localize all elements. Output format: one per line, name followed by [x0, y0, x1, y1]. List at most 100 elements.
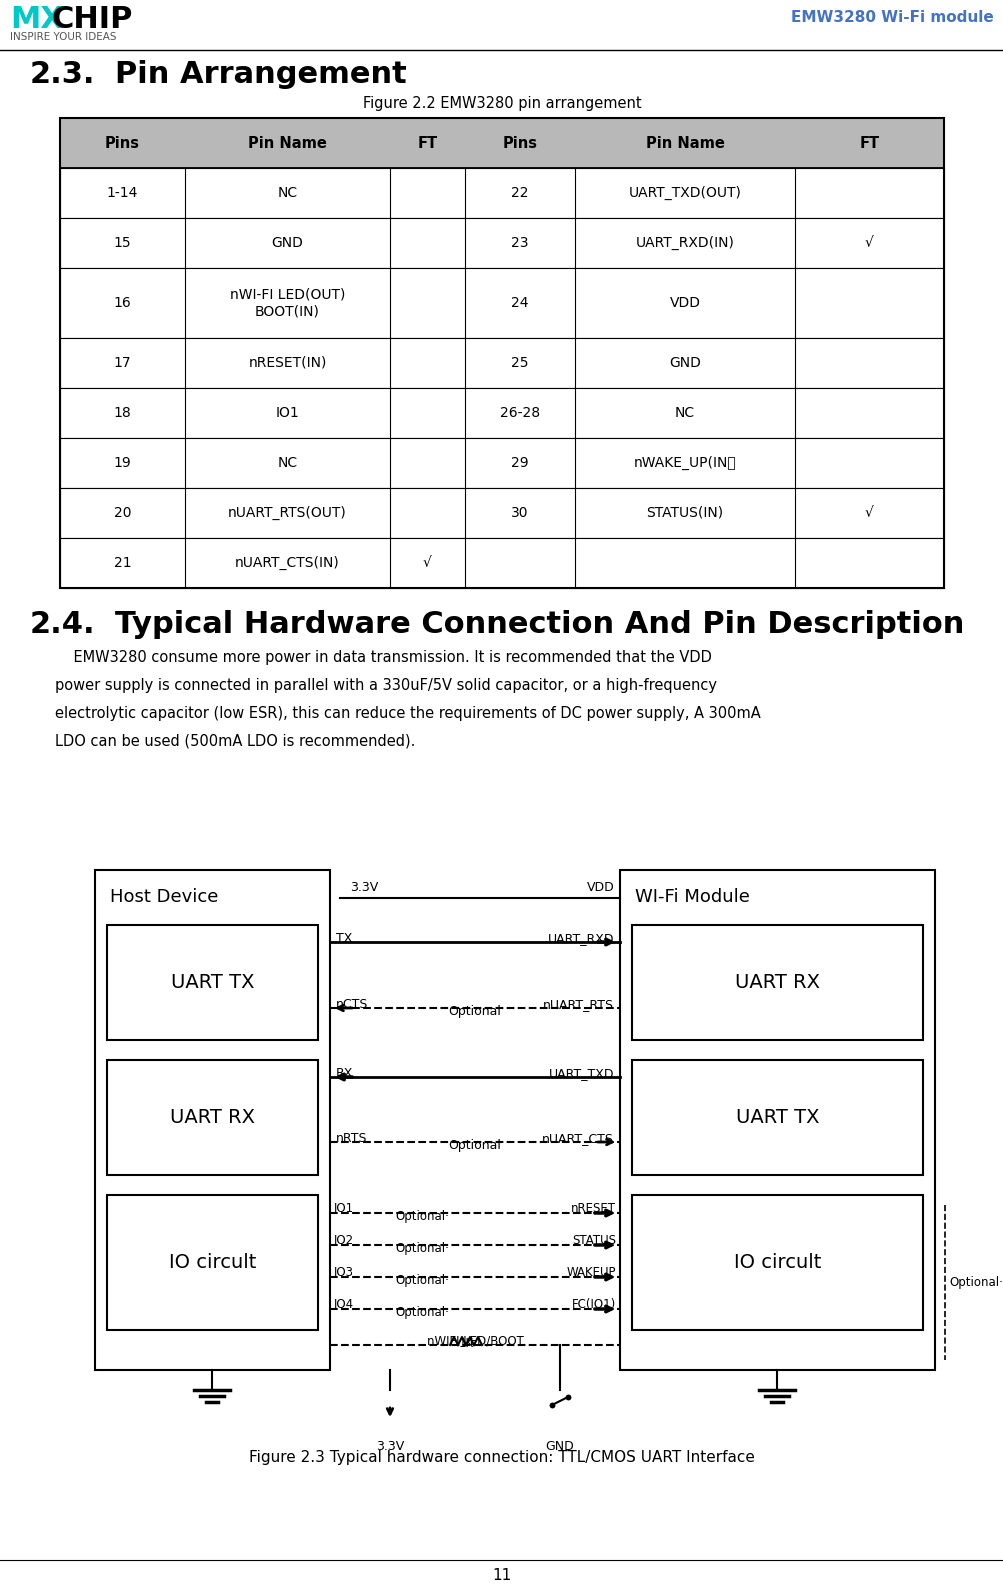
Text: Pins: Pins: [105, 136, 139, 150]
Text: UART_RXD: UART_RXD: [547, 931, 614, 946]
Text: power supply is connected in parallel with a 330uF/5V solid capacitor, or a high: power supply is connected in parallel wi…: [55, 678, 716, 694]
Bar: [60, 219, 943, 268]
Text: 1-14: 1-14: [106, 185, 138, 200]
Text: VDD: VDD: [669, 296, 700, 310]
Text: MX: MX: [10, 5, 64, 33]
Text: STATUS: STATUS: [572, 1234, 616, 1247]
Text: Pin Name: Pin Name: [645, 136, 724, 150]
Text: FT: FT: [859, 136, 879, 150]
Text: RX: RX: [336, 1068, 353, 1080]
Text: √: √: [865, 236, 873, 250]
Text: 3.3V: 3.3V: [375, 1440, 404, 1453]
Text: Optional: Optional: [448, 1004, 500, 1019]
Text: TX: TX: [336, 931, 352, 946]
Text: Optional·: Optional·: [948, 1277, 1002, 1289]
Text: √: √: [422, 556, 431, 570]
Text: FT: FT: [417, 136, 437, 150]
Text: Typical Hardware Connection And Pin Description: Typical Hardware Connection And Pin Desc…: [115, 610, 964, 638]
Text: IO circult: IO circult: [733, 1253, 820, 1272]
Bar: [60, 439, 943, 488]
Text: IO circult: IO circult: [169, 1253, 256, 1272]
Text: IO3: IO3: [334, 1266, 354, 1278]
Text: 24: 24: [511, 296, 529, 310]
Text: 29: 29: [511, 456, 529, 470]
Text: 2.3.: 2.3.: [30, 60, 95, 89]
Text: nRESET(IN): nRESET(IN): [248, 356, 326, 371]
Text: UART TX: UART TX: [171, 973, 254, 992]
Text: GND: GND: [545, 1440, 574, 1453]
Bar: [60, 117, 943, 168]
Text: UART_TXD: UART_TXD: [548, 1068, 614, 1080]
Text: Host Device: Host Device: [110, 889, 219, 906]
Text: NC: NC: [277, 185, 297, 200]
Text: Pin Arrangement: Pin Arrangement: [115, 60, 406, 89]
Text: 11: 11: [491, 1568, 512, 1582]
Text: 15: 15: [113, 236, 131, 250]
Text: nRESET: nRESET: [571, 1202, 616, 1215]
Text: 1K: 1K: [458, 1337, 473, 1350]
Text: VDD: VDD: [587, 881, 615, 893]
Text: Optional: Optional: [448, 1139, 500, 1152]
Text: 22: 22: [511, 185, 529, 200]
Bar: [631, 1194, 922, 1331]
Text: 30: 30: [511, 505, 529, 520]
Text: nUART_CTS(IN): nUART_CTS(IN): [235, 556, 340, 570]
Bar: [107, 1194, 318, 1331]
Text: 17: 17: [113, 356, 131, 371]
Bar: [631, 925, 922, 1041]
Text: UART RX: UART RX: [170, 1107, 255, 1126]
Bar: [60, 168, 943, 219]
Text: nWIFI LED/BOOT: nWIFI LED/BOOT: [426, 1335, 523, 1348]
Text: IO4: IO4: [334, 1297, 354, 1312]
Text: 18: 18: [113, 406, 131, 420]
Bar: [60, 488, 943, 539]
Bar: [60, 268, 943, 337]
Text: EMW3280 Wi-Fi module: EMW3280 Wi-Fi module: [790, 10, 993, 25]
Bar: [95, 870, 330, 1370]
Text: nUART_CTS: nUART_CTS: [542, 1133, 614, 1145]
Text: 26-28: 26-28: [499, 406, 540, 420]
Text: Figure 2.2 EMW3280 pin arrangement: Figure 2.2 EMW3280 pin arrangement: [362, 97, 641, 111]
Text: CHIP: CHIP: [52, 5, 133, 33]
Text: LDO can be used (500mA LDO is recommended).: LDO can be used (500mA LDO is recommende…: [55, 733, 415, 749]
Text: IO1: IO1: [334, 1202, 354, 1215]
Bar: [60, 337, 943, 388]
Text: nRTS: nRTS: [336, 1133, 367, 1145]
Text: FC(IO1): FC(IO1): [571, 1297, 616, 1312]
Text: nCTS: nCTS: [336, 998, 368, 1011]
Text: WI-Fi Module: WI-Fi Module: [634, 889, 749, 906]
Text: 19: 19: [113, 456, 131, 470]
Text: nUART_RTS(OUT): nUART_RTS(OUT): [228, 505, 346, 520]
Bar: [60, 539, 943, 588]
Text: EMW3280 consume more power in data transmission. It is recommended that the VDD: EMW3280 consume more power in data trans…: [55, 649, 711, 665]
Text: UART RX: UART RX: [734, 973, 819, 992]
Bar: [620, 870, 934, 1370]
Bar: [60, 117, 943, 588]
Text: Optional·: Optional·: [394, 1210, 448, 1223]
Text: STATUS(IN): STATUS(IN): [646, 505, 723, 520]
Text: IO2: IO2: [334, 1234, 354, 1247]
Text: NC: NC: [277, 456, 297, 470]
Text: UART_RXD(IN): UART_RXD(IN): [635, 236, 734, 250]
Text: Figure 2.3 Typical hardware connection: TTL/CMOS UART Interface: Figure 2.3 Typical hardware connection: …: [249, 1449, 754, 1465]
Text: Optional·: Optional·: [394, 1242, 448, 1255]
Bar: [107, 1060, 318, 1175]
Text: nUART_RTS: nUART_RTS: [543, 998, 614, 1011]
Text: 23: 23: [511, 236, 529, 250]
Text: Optional·: Optional·: [394, 1274, 448, 1286]
Bar: [107, 925, 318, 1041]
Bar: [631, 1060, 922, 1175]
Text: 16: 16: [113, 296, 131, 310]
Text: 2.4.: 2.4.: [30, 610, 95, 638]
Text: NC: NC: [674, 406, 694, 420]
Text: WAKEUP: WAKEUP: [566, 1266, 616, 1278]
Text: 3.3V: 3.3V: [350, 881, 378, 893]
Text: GND: GND: [668, 356, 700, 371]
Text: Optional·: Optional·: [394, 1305, 448, 1319]
Text: 21: 21: [113, 556, 131, 570]
Text: electrolytic capacitor (low ESR), this can reduce the requirements of DC power s: electrolytic capacitor (low ESR), this c…: [55, 706, 760, 721]
Bar: [60, 388, 943, 439]
Text: Pin Name: Pin Name: [248, 136, 327, 150]
Text: INSPIRE YOUR IDEAS: INSPIRE YOUR IDEAS: [10, 32, 116, 43]
Text: GND: GND: [271, 236, 303, 250]
